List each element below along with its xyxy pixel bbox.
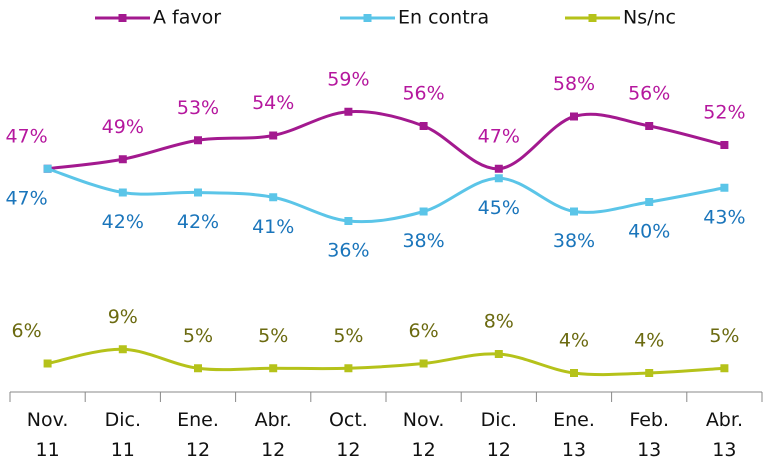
marker — [194, 136, 202, 145]
data-label: 47% — [5, 125, 47, 147]
marker — [720, 183, 729, 192]
x-tick-label: Feb. 13 — [629, 409, 669, 461]
data-label: 52% — [703, 102, 745, 124]
marker — [344, 217, 353, 225]
data-label: 42% — [102, 211, 144, 233]
data-label: 47% — [478, 125, 520, 147]
marker — [269, 364, 278, 373]
data-label: 40% — [628, 221, 670, 243]
line — [47, 167, 725, 224]
legend-label: Ns/nc — [623, 7, 676, 29]
marker — [645, 369, 654, 377]
data-label: 4% — [559, 330, 589, 352]
marker — [344, 107, 353, 116]
data-label: 36% — [327, 240, 369, 262]
marker — [419, 207, 428, 216]
x-tick-label: Dic. 11 — [105, 409, 141, 461]
marker — [194, 364, 202, 373]
marker — [194, 188, 202, 197]
marker — [118, 345, 127, 354]
data-label: 56% — [628, 83, 670, 105]
marker — [118, 188, 127, 197]
marker — [43, 359, 52, 368]
data-label: 53% — [177, 97, 219, 119]
marker — [570, 112, 578, 121]
data-label: 5% — [258, 325, 288, 347]
data-label: 38% — [402, 230, 444, 252]
line — [47, 347, 725, 377]
marker — [419, 122, 428, 130]
x-tick-label: Nov. 11 — [27, 409, 69, 461]
data-label: 8% — [484, 311, 514, 333]
x-tick-label: Nov. 12 — [403, 409, 445, 461]
marker — [720, 141, 729, 149]
legend-marker — [118, 14, 127, 22]
data-label: 6% — [409, 320, 439, 342]
x-tick-label: Ene. 12 — [177, 409, 219, 461]
data-label: 45% — [478, 197, 520, 219]
marker — [494, 164, 503, 173]
data-label: 58% — [553, 73, 595, 95]
data-label: 9% — [108, 306, 138, 328]
x-tick-label: Dic. 12 — [481, 409, 517, 461]
data-label: 49% — [102, 116, 144, 138]
data-label: 5% — [709, 325, 739, 347]
legend-marker — [588, 14, 597, 22]
marker — [645, 198, 654, 206]
x-tick-label: Ene. 13 — [553, 409, 595, 461]
data-label: 59% — [327, 68, 369, 90]
data-label: 6% — [12, 320, 42, 342]
data-label: 42% — [177, 211, 219, 233]
line — [47, 110, 725, 171]
marker — [720, 364, 729, 373]
marker — [570, 369, 578, 377]
x-tick-label: Oct. 12 — [329, 409, 368, 461]
marker — [269, 193, 278, 202]
marker — [570, 207, 578, 216]
marker — [269, 131, 278, 140]
data-label: 38% — [553, 230, 595, 252]
data-label: 47% — [5, 187, 47, 209]
data-label: 43% — [703, 206, 745, 228]
legend-label: A favor — [153, 7, 221, 29]
data-label: 56% — [402, 83, 444, 105]
marker — [344, 364, 353, 373]
x-tick-label: Abr. 13 — [706, 409, 743, 461]
x-tick-label: Abr. 12 — [255, 409, 292, 461]
data-label: 5% — [183, 325, 213, 347]
data-label: 41% — [252, 216, 294, 238]
marker — [645, 122, 654, 130]
marker — [419, 359, 428, 368]
legend-marker — [363, 14, 372, 22]
marker — [118, 155, 127, 164]
legend-label: En contra — [398, 7, 489, 29]
marker — [494, 174, 503, 183]
data-label: 4% — [634, 330, 664, 352]
marker — [494, 350, 503, 358]
data-label: 54% — [252, 92, 294, 114]
marker — [43, 164, 52, 173]
data-label: 5% — [333, 325, 363, 347]
